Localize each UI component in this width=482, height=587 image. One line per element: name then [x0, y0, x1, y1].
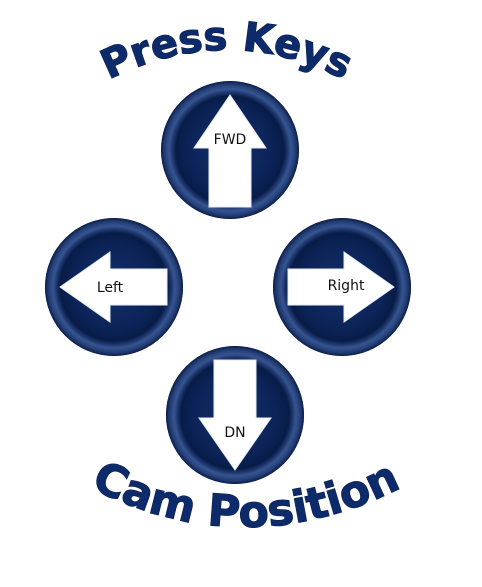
- down-key-label: DN: [224, 425, 245, 441]
- arrow-up-icon: [193, 94, 267, 208]
- right-key-label: Right: [328, 278, 365, 294]
- forward-key-button[interactable]: FWD: [161, 81, 299, 219]
- left-key-label: Left: [97, 280, 124, 296]
- down-key-button[interactable]: DN: [166, 346, 304, 484]
- left-key-button[interactable]: Left: [45, 218, 183, 356]
- title-top: Press Keys: [94, 14, 359, 89]
- arrow-right-icon: [287, 251, 395, 323]
- arrow-left-icon: [59, 251, 168, 323]
- right-key-button[interactable]: Right: [273, 218, 411, 356]
- arrow-down-icon: [198, 359, 272, 471]
- forward-key-label: FWD: [214, 132, 247, 148]
